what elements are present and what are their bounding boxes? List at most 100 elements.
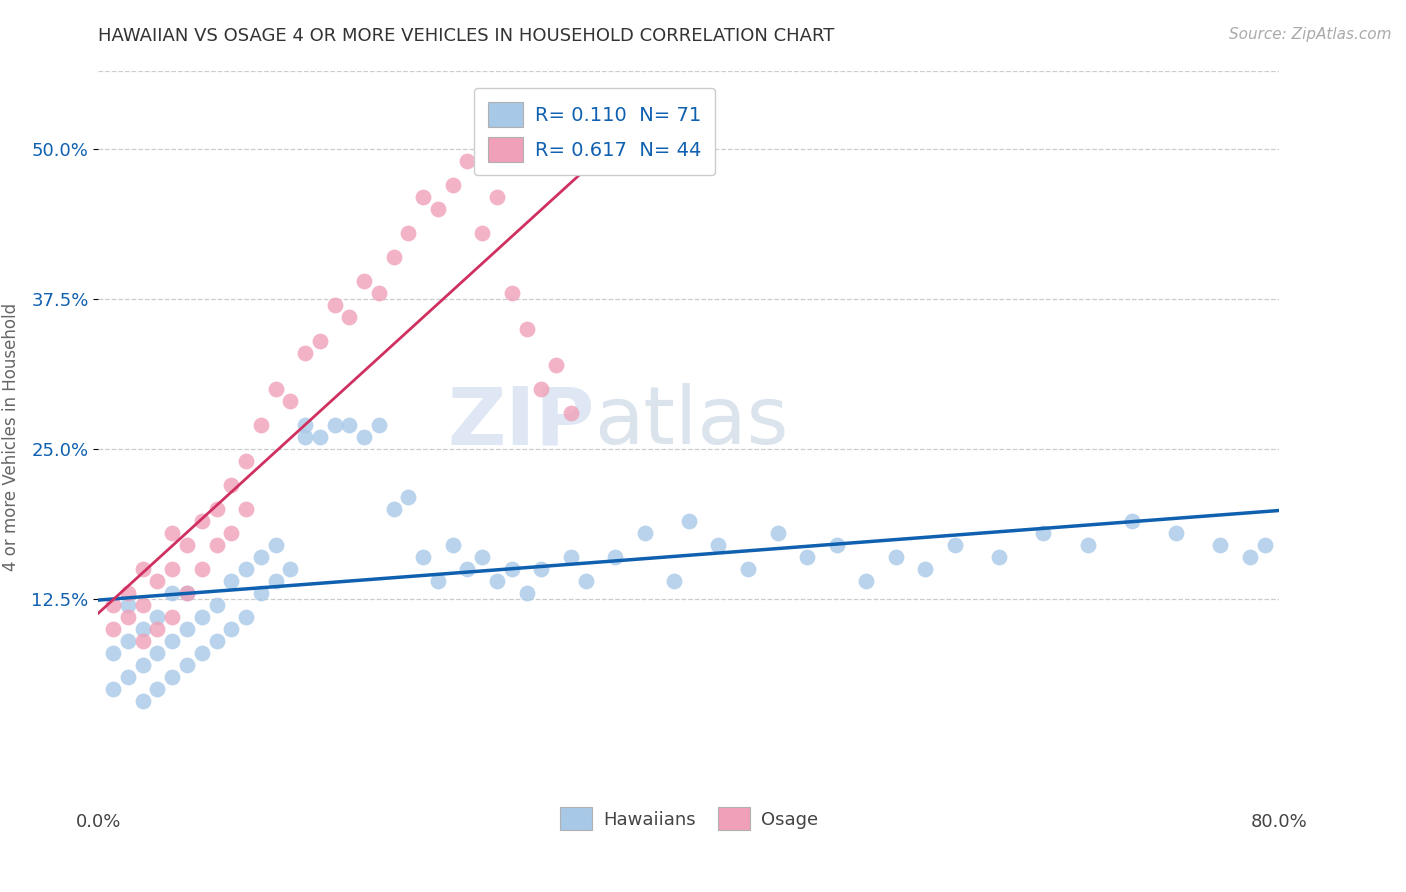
Point (162, 610, 183, 624)
Point (368, 418, 391, 433)
Point (382, 502, 405, 516)
Point (1121, 514, 1143, 528)
Point (353, 274, 375, 288)
Point (264, 574, 287, 588)
Point (634, 526, 657, 541)
Point (280, 394, 302, 409)
Point (146, 622, 169, 636)
Point (323, 418, 346, 433)
Point (382, 250, 405, 264)
Point (412, 190, 434, 204)
Point (457, 562, 479, 576)
Point (235, 562, 257, 576)
Text: HAWAIIAN VS OSAGE 4 OR MORE VEHICLES IN HOUSEHOLD CORRELATION CHART: HAWAIIAN VS OSAGE 4 OR MORE VEHICLES IN … (98, 27, 835, 45)
Point (1077, 538, 1099, 552)
Point (516, 322, 538, 336)
Point (353, 430, 375, 444)
Point (146, 646, 169, 660)
Point (191, 646, 214, 660)
Point (294, 430, 316, 444)
Point (664, 574, 686, 588)
Point (1254, 538, 1277, 552)
Point (235, 502, 257, 516)
Point (132, 634, 155, 648)
Point (132, 562, 155, 576)
Point (457, 154, 479, 169)
Legend: Hawaiians, Osage: Hawaiians, Osage (553, 800, 825, 838)
Point (103, 681, 125, 696)
Text: atlas: atlas (595, 384, 789, 461)
Point (235, 454, 257, 468)
Point (546, 358, 568, 372)
Point (117, 634, 139, 648)
Point (205, 502, 228, 516)
Point (294, 418, 316, 433)
Point (132, 694, 155, 708)
Point (471, 226, 494, 240)
Point (825, 538, 848, 552)
Point (707, 538, 730, 552)
Point (398, 490, 420, 504)
Point (117, 586, 139, 600)
Point (1032, 526, 1054, 541)
Point (264, 538, 287, 552)
Point (368, 286, 391, 301)
Point (516, 586, 538, 600)
Point (471, 549, 494, 564)
Point (205, 634, 228, 648)
Point (441, 178, 464, 193)
Point (560, 406, 582, 420)
Point (323, 298, 346, 312)
Point (250, 586, 273, 600)
Point (132, 598, 155, 612)
Point (146, 681, 169, 696)
Point (1166, 526, 1188, 541)
Point (191, 514, 214, 528)
Point (530, 562, 553, 576)
Point (486, 574, 509, 588)
Point (176, 538, 198, 552)
Point (294, 346, 316, 360)
Point (103, 598, 125, 612)
Point (339, 418, 361, 433)
Point (103, 646, 125, 660)
Point (117, 670, 139, 684)
Point (501, 562, 523, 576)
Point (162, 562, 183, 576)
Point (176, 657, 198, 672)
Text: Source: ZipAtlas.com: Source: ZipAtlas.com (1229, 27, 1392, 42)
Point (176, 622, 198, 636)
Point (235, 610, 257, 624)
Point (191, 562, 214, 576)
Point (250, 549, 273, 564)
Point (501, 286, 523, 301)
Point (575, 574, 598, 588)
Point (309, 334, 332, 348)
Point (103, 622, 125, 636)
Point (162, 670, 183, 684)
Point (943, 538, 966, 552)
Point (914, 562, 936, 576)
Point (412, 549, 434, 564)
Point (737, 562, 759, 576)
Point (530, 382, 553, 396)
Point (162, 586, 183, 600)
Point (162, 526, 183, 541)
Point (678, 514, 700, 528)
Point (132, 657, 155, 672)
Point (855, 574, 877, 588)
Point (176, 586, 198, 600)
Point (117, 610, 139, 624)
Point (221, 622, 243, 636)
Y-axis label: 4 or more Vehicles in Household: 4 or more Vehicles in Household (3, 303, 20, 571)
Point (176, 586, 198, 600)
Point (796, 549, 818, 564)
Point (205, 538, 228, 552)
Point (221, 478, 243, 492)
Point (605, 549, 627, 564)
Point (884, 549, 907, 564)
Point (441, 538, 464, 552)
Point (221, 574, 243, 588)
Text: ZIP: ZIP (447, 384, 595, 461)
Point (162, 634, 183, 648)
